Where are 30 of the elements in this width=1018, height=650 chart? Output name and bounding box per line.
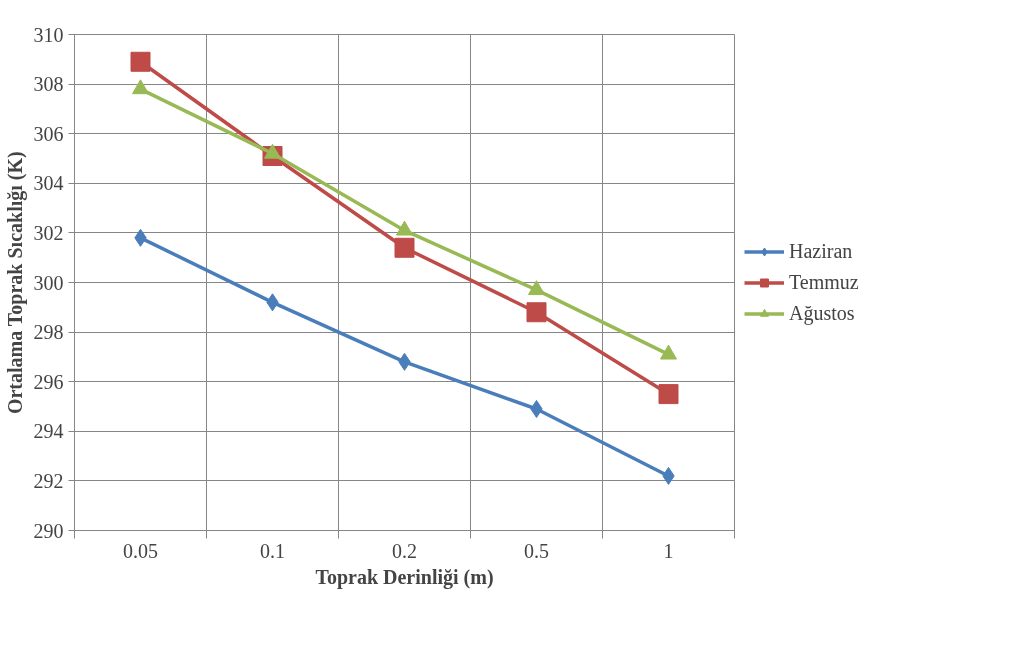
legend-label: Temmuz [789,270,860,294]
x-tick-label: 1 [663,539,674,562]
y-tick-label: 296 [33,370,64,393]
point [528,280,545,296]
y-tick-label: 300 [33,271,64,294]
x-tick-label: 0.1 [260,539,285,562]
point [132,79,149,95]
x-tick-label: 0.2 [392,539,417,562]
y-tick-label: 308 [33,73,64,96]
y-tick-label: 298 [33,321,64,344]
point [526,302,547,323]
x-axis-title: Toprak Derinliği (m) [315,565,494,589]
x-tick-label: 0.5 [524,539,549,562]
point [264,143,281,159]
y-tick-label: 310 [33,23,64,46]
point [130,51,151,72]
point [658,384,679,405]
point [394,237,415,258]
legend-label: Haziran [789,239,854,263]
point [396,220,413,236]
y-tick-label: 304 [33,172,64,195]
y-tick-label: 302 [33,221,64,244]
point [660,344,677,360]
y-tick-label: 292 [33,469,64,492]
y-tick-label: 290 [33,519,64,542]
y-axis-title: Ortalama Toprak Sıcaklığı (K) [3,151,27,415]
legend-label: Ağustos [789,301,856,325]
y-tick-label: 294 [33,420,64,443]
y-tick-label: 306 [33,122,64,145]
x-tick-label: 0.05 [123,539,158,562]
